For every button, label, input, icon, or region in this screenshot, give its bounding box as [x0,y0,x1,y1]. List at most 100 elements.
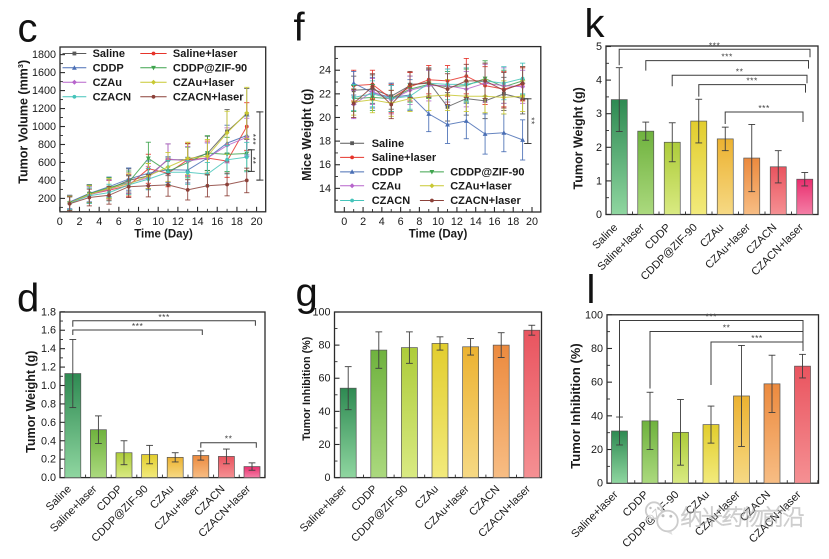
svg-text:100: 100 [312,307,330,319]
svg-text:CZACN: CZACN [372,195,411,207]
svg-text:CDDP: CDDP [93,63,124,75]
svg-text:**: ** [225,434,233,444]
svg-text:CDDP@ZIF-90: CDDP@ZIF-90 [450,167,524,179]
svg-text:***: *** [721,52,733,62]
svg-text:Saline: Saline [372,138,404,150]
svg-text:6: 6 [116,216,122,228]
svg-text:1.4: 1.4 [41,343,56,355]
svg-text:2: 2 [596,142,602,154]
svg-text:Tumor Volume (mm³): Tumor Volume (mm³) [17,60,31,184]
svg-text:12: 12 [451,216,463,228]
svg-text:1200: 1200 [32,103,56,115]
svg-text:0: 0 [596,209,602,221]
svg-text:Tumor Weight (g): Tumor Weight (g) [572,87,586,189]
svg-text:0.8: 0.8 [41,398,56,410]
svg-text:10: 10 [432,216,444,228]
svg-text:1.2: 1.2 [41,362,56,374]
svg-text:***: *** [132,321,144,331]
svg-text:20: 20 [251,216,263,228]
svg-text:18: 18 [319,136,331,148]
svg-text:1: 1 [596,175,602,187]
svg-text:4: 4 [379,216,385,228]
svg-text:0.6: 0.6 [41,417,56,429]
svg-text:14: 14 [192,216,204,228]
svg-text:Saline: Saline [93,48,125,60]
svg-text:14: 14 [470,216,482,228]
svg-text:18: 18 [507,216,519,228]
svg-text:10: 10 [152,216,164,228]
svg-text:CDDP@ZIF-90: CDDP@ZIF-90 [173,63,247,75]
svg-text:CZAu: CZAu [372,181,401,193]
svg-text:20: 20 [318,439,330,451]
svg-text:0: 0 [57,216,63,228]
svg-text:***: *** [705,312,717,322]
svg-text:CZAu+laser: CZAu+laser [173,77,235,89]
svg-text:200: 200 [38,193,56,205]
svg-text:CZACN+laser: CZACN+laser [450,195,521,207]
svg-text:0.2: 0.2 [41,454,56,466]
svg-text:0.0: 0.0 [41,472,56,484]
svg-text:CDDP: CDDP [372,167,403,179]
svg-text:0: 0 [324,472,330,484]
svg-text:40: 40 [591,410,603,422]
svg-text:l: l [587,268,596,312]
svg-text:***: *** [158,312,170,322]
svg-text:***: *** [758,103,770,113]
svg-text:Time (Day): Time (Day) [134,229,193,241]
svg-text:Time (Day): Time (Day) [409,229,468,241]
svg-text:CZAu+laser: CZAu+laser [450,181,512,193]
svg-text:14: 14 [319,183,331,195]
svg-text:80: 80 [591,343,603,355]
svg-text:**: ** [736,66,744,76]
svg-text:1.6: 1.6 [41,325,56,337]
svg-text:CZACN: CZACN [93,92,132,104]
svg-text:8: 8 [135,216,141,228]
svg-text:Saline+laser: Saline+laser [173,48,238,60]
svg-text:1.0: 1.0 [41,380,56,392]
svg-text:22: 22 [319,88,331,100]
svg-text:***: *** [746,76,758,86]
svg-text:Mice Weight (g): Mice Weight (g) [300,89,314,181]
svg-text:18: 18 [231,216,243,228]
svg-text:d: d [17,277,39,321]
svg-text:Tumor Weight (g): Tumor Weight (g) [24,351,38,453]
svg-text:Tumor Inhibition (%): Tumor Inhibition (%) [568,343,583,468]
svg-text:20: 20 [591,444,603,456]
svg-text:1.8: 1.8 [41,306,56,318]
svg-text:6: 6 [398,216,404,228]
svg-text:400: 400 [38,175,56,187]
svg-text:**: ** [248,157,258,165]
svg-text:2: 2 [76,216,82,228]
svg-text:20: 20 [526,216,538,228]
svg-text:0: 0 [341,216,347,228]
svg-text:***: *** [751,333,763,343]
svg-text:1400: 1400 [32,85,56,97]
svg-text:16: 16 [488,216,500,228]
svg-text:3: 3 [596,108,602,120]
svg-text:600: 600 [38,157,56,169]
svg-text:1800: 1800 [32,49,56,61]
svg-text:***: *** [709,40,721,50]
svg-text:0: 0 [597,478,603,490]
svg-text:4: 4 [596,75,602,87]
svg-text:8: 8 [416,216,422,228]
svg-text:5: 5 [596,41,602,53]
svg-text:**: ** [527,117,537,125]
svg-text:40: 40 [318,406,330,418]
svg-text:60: 60 [591,377,603,389]
svg-text:Tumor Inhibition (%): Tumor Inhibition (%) [301,336,313,441]
svg-text:f: f [294,6,306,50]
svg-text:0.4: 0.4 [41,435,56,447]
svg-text:CZACN+laser: CZACN+laser [173,92,244,104]
svg-text:20: 20 [319,112,331,124]
svg-text:60: 60 [318,373,330,385]
svg-text:16: 16 [211,216,223,228]
svg-text:100: 100 [585,309,603,321]
svg-text:2: 2 [360,216,366,228]
svg-text:12: 12 [172,216,184,228]
svg-text:80: 80 [318,340,330,352]
svg-text:g: g [296,271,318,315]
svg-text:1000: 1000 [32,121,56,133]
svg-text:***: *** [248,134,258,146]
svg-text:800: 800 [38,139,56,151]
